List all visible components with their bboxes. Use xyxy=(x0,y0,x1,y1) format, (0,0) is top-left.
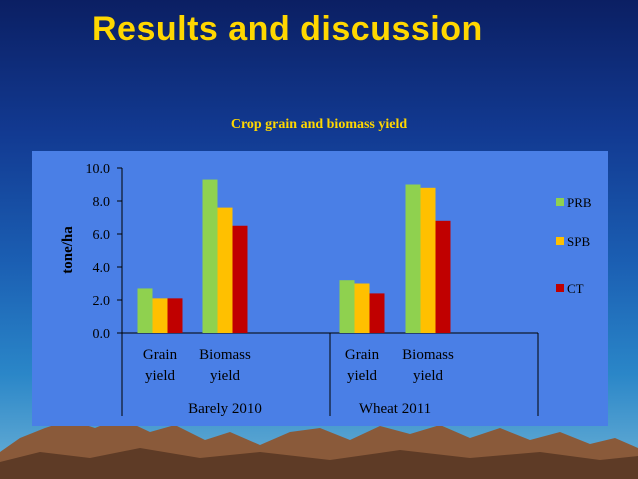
category-label: Biomass xyxy=(199,347,251,363)
y-tick-label: 4.0 xyxy=(93,261,111,276)
chart-title: Crop grain and biomass yield xyxy=(230,117,408,132)
bar-prb xyxy=(405,184,421,333)
slide-title: Results and discussion xyxy=(92,10,483,48)
bar-ct xyxy=(232,225,248,333)
bar-ct xyxy=(167,298,183,333)
category-label: yield xyxy=(347,368,377,384)
legend: PRB SPB CT xyxy=(556,195,592,296)
category-label: yield xyxy=(145,368,175,384)
group-label: Barely 2010 xyxy=(188,401,262,417)
y-tick-label: 0.0 xyxy=(93,327,111,342)
bar-spb xyxy=(420,187,436,333)
y-tick-label: 2.0 xyxy=(93,294,111,309)
legend-label: CT xyxy=(567,281,584,296)
group-label: Wheat 2011 xyxy=(359,401,431,417)
category-label: Grain xyxy=(143,347,178,363)
legend-swatch xyxy=(556,284,564,292)
legend-label: PRB xyxy=(567,195,592,210)
category-label: Grain xyxy=(345,347,380,363)
category-label: yield xyxy=(413,368,443,384)
legend-swatch xyxy=(556,237,564,245)
plot-area xyxy=(32,151,608,426)
bar-prb xyxy=(339,280,355,333)
y-axis-label: tone/ha xyxy=(60,226,76,274)
bar-prb xyxy=(137,288,153,333)
bar-ct xyxy=(435,220,451,333)
category-label: Biomass xyxy=(402,347,454,363)
legend-label: SPB xyxy=(567,234,590,249)
bars xyxy=(137,179,451,333)
axes: 0.0 2.0 4.0 6.0 8.0 10.0 Grain yield Biomass yiel… xyxy=(86,162,539,417)
y-tick-label: 6.0 xyxy=(93,228,111,243)
legend-swatch xyxy=(556,198,564,206)
y-tick-label: 10.0 xyxy=(86,162,111,177)
bar-prb xyxy=(202,179,218,333)
bar-spb xyxy=(152,298,168,333)
category-label: yield xyxy=(210,368,240,384)
bar-spb xyxy=(354,283,370,333)
y-tick-label: 8.0 xyxy=(93,195,111,210)
bar-ct xyxy=(369,293,385,333)
bar-spb xyxy=(217,207,233,333)
